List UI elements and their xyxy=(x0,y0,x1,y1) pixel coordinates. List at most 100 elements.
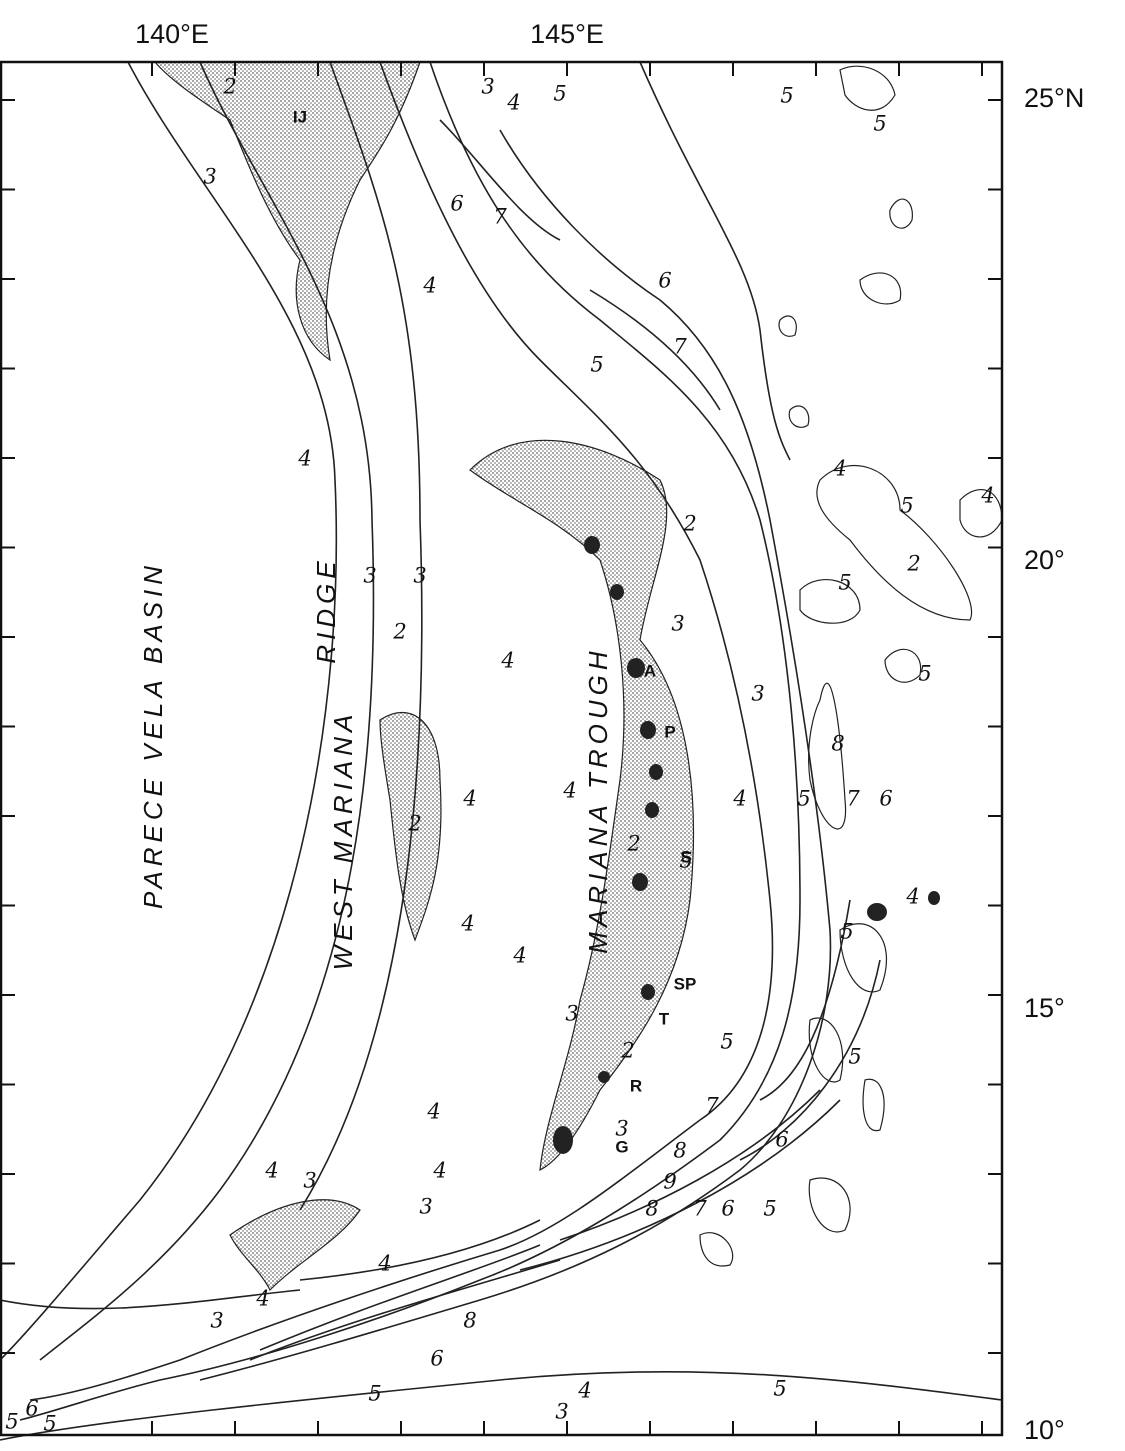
depth-label: 5 xyxy=(590,353,603,377)
depth-label: 5 xyxy=(797,787,810,811)
depth-label: 5 xyxy=(780,84,793,108)
depth-label: 5 xyxy=(43,1412,56,1436)
depth-label: 5 xyxy=(848,1045,861,1069)
volcano xyxy=(553,536,940,1154)
depth-label: 6 xyxy=(450,192,463,216)
depth-label: 5 xyxy=(5,1410,18,1434)
contour-line xyxy=(639,61,791,461)
depth-label: 5 xyxy=(720,1030,733,1054)
contour-line xyxy=(808,682,847,830)
latitude-label: 15° xyxy=(1024,993,1065,1023)
depth-label: 2 xyxy=(626,832,640,856)
depth-label: 8 xyxy=(463,1309,476,1333)
depth-label: 8 xyxy=(831,732,844,756)
depth-label: 2 xyxy=(407,812,421,836)
shallow-zone xyxy=(379,711,442,942)
site-label: T xyxy=(659,1009,670,1028)
depth-label: 6 xyxy=(658,269,671,293)
depth-label: 4 xyxy=(297,447,311,471)
depth-label: 4 xyxy=(462,787,476,811)
shallow-zone xyxy=(229,1199,361,1292)
depth-label: 7 xyxy=(493,205,507,229)
contour-line xyxy=(839,65,902,305)
depth-label: 2 xyxy=(392,620,406,644)
depth-label: 5 xyxy=(838,571,851,595)
depth-label: 4 xyxy=(577,1379,591,1403)
depth-label: 4 xyxy=(432,1159,446,1183)
depth-label: 8 xyxy=(673,1139,686,1163)
depth-label: 4 xyxy=(732,787,746,811)
depth-label: 5 xyxy=(873,112,886,136)
depth-label: 4 xyxy=(264,1159,278,1183)
map-area xyxy=(0,60,1004,1441)
site-label: P xyxy=(664,722,675,741)
depth-label: 4 xyxy=(460,912,474,936)
depth-label: 4 xyxy=(832,457,846,481)
depth-label: 5 xyxy=(900,494,913,518)
longitude-label: 145°E xyxy=(530,19,604,49)
contour-line xyxy=(699,923,888,1267)
depth-label: 4 xyxy=(255,1287,269,1311)
depth-label: 3 xyxy=(565,1002,578,1026)
depth-label: 3 xyxy=(481,75,494,99)
depth-label: 3 xyxy=(363,564,376,588)
latitude-label: 10° xyxy=(1024,1415,1065,1445)
latitude-label: 25°N xyxy=(1024,83,1084,113)
contour-line xyxy=(249,1219,561,1361)
depth-label: 8 xyxy=(645,1197,658,1221)
depth-label: 5 xyxy=(763,1197,776,1221)
labels: 140°E 145°E 25°N 20° 15° 10° PARECE VELA BASIN… xyxy=(5,19,1084,1445)
region-label: WEST MARIANA xyxy=(328,710,358,971)
depth-label: 5 xyxy=(840,920,853,944)
region-label: PARECE VELA BASIN xyxy=(138,561,168,909)
depth-label: 5 xyxy=(773,1377,786,1401)
depth-label: 6 xyxy=(879,787,892,811)
depth-label: 3 xyxy=(303,1169,316,1193)
site-label: IJ xyxy=(293,107,307,126)
depth-label: 4 xyxy=(426,1100,440,1124)
contour-line xyxy=(519,899,881,1271)
contour-line xyxy=(778,198,913,428)
depth-label: 4 xyxy=(562,779,576,803)
site-label: G xyxy=(615,1137,628,1156)
contour-line xyxy=(0,1289,1003,1441)
depth-label: 3 xyxy=(671,612,684,636)
site-label: A xyxy=(644,661,656,680)
contour-line xyxy=(299,61,423,1211)
depth-label: 4 xyxy=(500,649,514,673)
depth-label: 7 xyxy=(673,335,687,359)
depth-label: 3 xyxy=(419,1195,432,1219)
depth-label: 4 xyxy=(980,484,994,508)
latitude-label: 20° xyxy=(1024,545,1065,575)
depth-label: 5 xyxy=(679,849,692,873)
depth-label: 3 xyxy=(555,1400,568,1424)
depth-label: 4 xyxy=(512,944,526,968)
site-label: S xyxy=(680,847,691,866)
depth-label: 6 xyxy=(775,1128,788,1152)
depth-label: 6 xyxy=(430,1347,443,1371)
depth-label: 4 xyxy=(422,274,436,298)
depth-label: 2 xyxy=(222,75,236,99)
depth-label: 5 xyxy=(553,82,566,106)
depth-label: 2 xyxy=(620,1039,634,1063)
contour-line xyxy=(799,579,861,624)
depth-label: 5 xyxy=(918,662,931,686)
contour-line xyxy=(39,61,375,1361)
depth-label: 3 xyxy=(615,1117,628,1141)
site-label: SP xyxy=(674,974,697,993)
depth-label: 5 xyxy=(368,1382,381,1406)
graticule-ticks xyxy=(1,62,1002,1435)
depth-label: 7 xyxy=(693,1197,707,1221)
region-label: RIDGE xyxy=(311,556,341,663)
contour-line xyxy=(439,119,721,411)
contour-line xyxy=(816,464,973,621)
contour-line xyxy=(199,129,832,1381)
depth-label: 2 xyxy=(682,512,696,536)
contour-line xyxy=(29,61,774,1401)
depth-label: 3 xyxy=(203,165,216,189)
contour-line xyxy=(884,648,922,683)
region-label: MARIANA TROUGH xyxy=(583,646,613,953)
map-frame xyxy=(0,60,1004,1437)
longitude-label: 140°E xyxy=(135,19,209,49)
